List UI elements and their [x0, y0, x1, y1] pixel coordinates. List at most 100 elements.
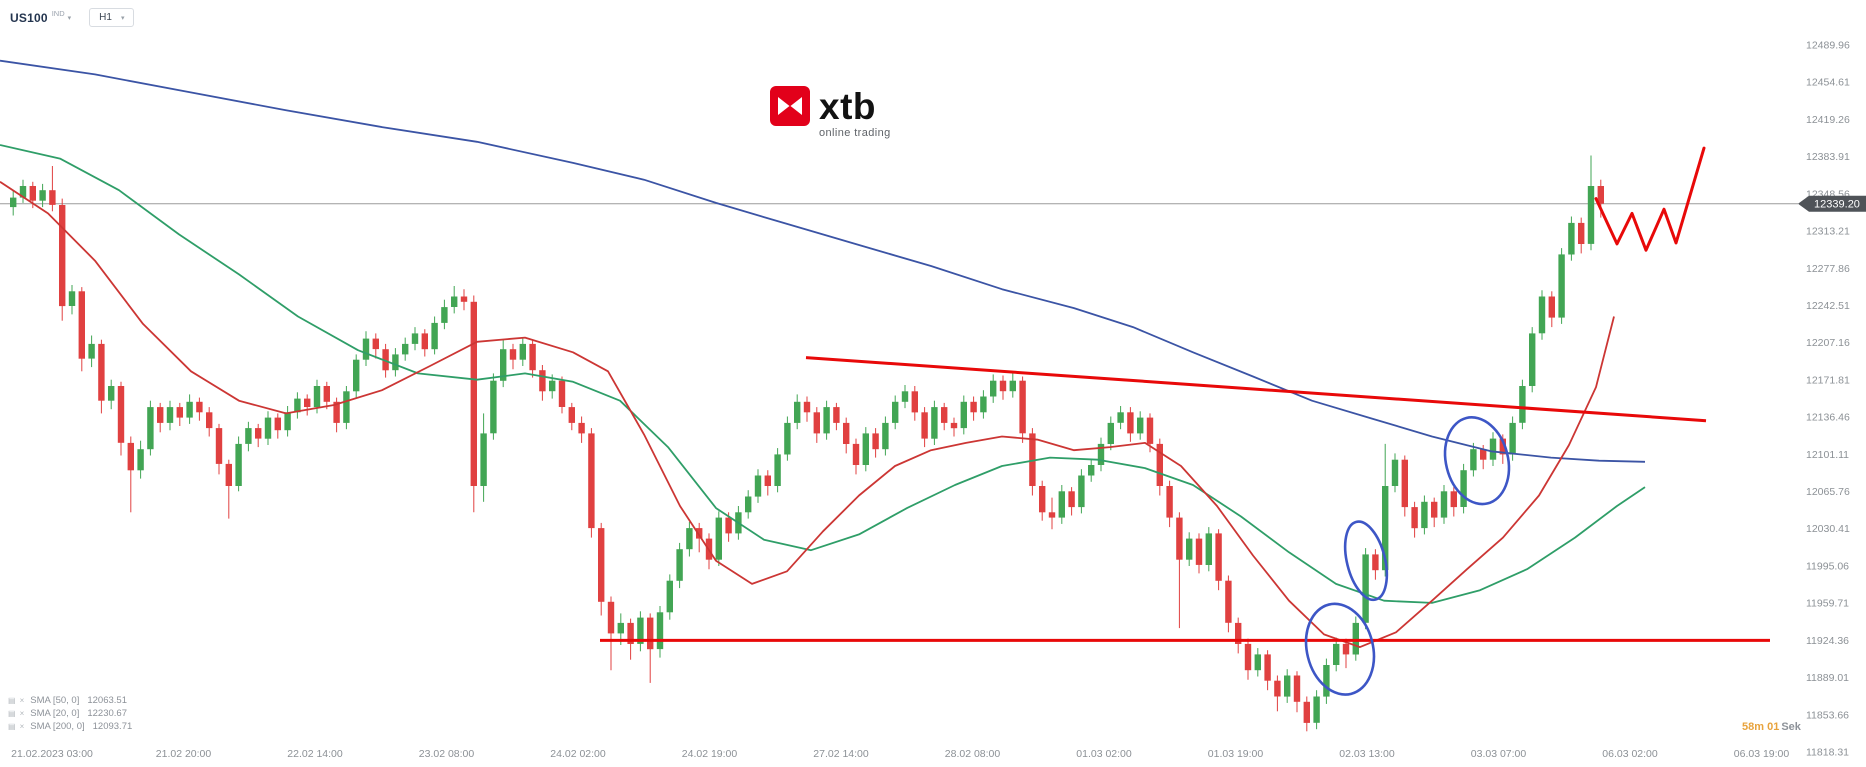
candle-body: [441, 307, 448, 323]
price-axis-label: 12489.96: [1806, 40, 1850, 52]
candle-body: [617, 622, 624, 634]
candle-body: [1205, 533, 1212, 565]
candle-body: [529, 343, 536, 371]
candle-body: [108, 386, 115, 401]
candle-body: [490, 380, 497, 434]
candle-body: [1352, 622, 1359, 655]
indicator-panel-icon[interactable]: ▤: [8, 695, 16, 705]
time-axis-label: 06.03 02:00: [1602, 748, 1658, 760]
timeframe-caret-icon: ▾: [120, 14, 125, 22]
time-axis-label: 24.02 02:00: [550, 748, 606, 760]
candle-body: [862, 433, 869, 465]
indicator-legend-row: ▤ × SMA [200, 0] 12093.71: [8, 720, 132, 733]
candle-body: [509, 349, 517, 360]
price-axis-label: 11853.66: [1806, 709, 1849, 721]
candle-body: [68, 291, 76, 306]
candle-body: [1254, 654, 1261, 671]
candle-body: [1293, 675, 1301, 702]
candle-body: [901, 391, 909, 402]
price-axis: 12489.9612454.6112419.2612383.9112348.56…: [1806, 40, 1850, 759]
candle-body: [362, 338, 370, 360]
highlight-ellipse-1[interactable]: [1297, 597, 1383, 702]
candle-body: [1195, 538, 1203, 565]
sma-50-line[interactable]: [0, 144, 1646, 604]
time-axis-label: 22.02 14:00: [287, 748, 343, 760]
time-axis-label: 21.02 20:00: [156, 748, 212, 760]
candle-body: [1489, 438, 1497, 460]
candle-body: [1450, 491, 1457, 508]
candle-body: [980, 396, 987, 413]
candle-body: [1333, 643, 1340, 665]
candle-body: [245, 428, 252, 444]
candle-body: [1362, 554, 1369, 623]
candle-body: [206, 412, 213, 429]
candle-body: [1342, 643, 1350, 655]
candle-body: [990, 380, 997, 397]
candle-body: [470, 301, 477, 486]
indicator-close-icon[interactable]: ×: [19, 695, 25, 705]
candle-body: [1391, 459, 1399, 486]
price-axis-label: 12313.21: [1806, 226, 1850, 238]
candle-body: [1156, 443, 1163, 486]
indicator-panel-icon[interactable]: ▤: [8, 721, 16, 731]
candle-body: [166, 407, 174, 423]
symbol-label[interactable]: US100: [10, 10, 48, 25]
time-axis-label: 21.02.2023 03:00: [11, 748, 93, 760]
candle-body: [637, 617, 644, 644]
indicator-legend-row: ▤ × SMA [20, 0] 12230.67: [8, 707, 132, 720]
candle-body: [1107, 422, 1114, 444]
candle-body: [598, 528, 605, 602]
candle-body: [294, 398, 301, 413]
symbol-caret-icon[interactable]: ▾: [67, 14, 72, 22]
candle-body: [931, 407, 938, 439]
candle-body: [578, 422, 585, 434]
price-projection-zigzag[interactable]: [1594, 146, 1706, 252]
indicator-close-icon[interactable]: ×: [19, 721, 25, 731]
candle-body: [1421, 501, 1428, 529]
candle-body: [274, 417, 281, 431]
indicator-panel-icon[interactable]: ▤: [8, 708, 16, 718]
candle-body: [1519, 386, 1526, 423]
candle-body: [823, 407, 830, 434]
candle-body: [784, 422, 791, 455]
candle-body: [1529, 333, 1536, 386]
candle-body: [970, 401, 977, 413]
indicator-close-icon[interactable]: ×: [19, 708, 25, 718]
candle-body: [431, 322, 438, 350]
candle-body: [627, 622, 634, 644]
candle-body: [372, 338, 379, 350]
timer-value: 58m 01: [1742, 721, 1780, 733]
drawing-annotations[interactable]: [600, 146, 1770, 702]
price-axis-label: 11995.06: [1806, 560, 1849, 572]
candle-body: [1470, 449, 1477, 471]
candle-body: [686, 528, 693, 550]
timer-unit: Sek: [1781, 721, 1801, 733]
candle-body: [1097, 443, 1105, 465]
candle-body: [1009, 380, 1016, 392]
candle-body: [764, 475, 771, 486]
candle-body: [843, 422, 850, 444]
candle-body: [127, 442, 134, 471]
xtb-watermark: xtb online trading: [770, 86, 891, 139]
sma-20-line[interactable]: [0, 181, 1615, 648]
candle-body: [1313, 696, 1320, 723]
xtb-logo-icon: [770, 86, 810, 126]
candle-body: [1176, 517, 1183, 560]
candle-body: [235, 443, 242, 486]
candle-body: [264, 417, 272, 439]
candle-body: [10, 197, 17, 208]
candle-body: [1048, 512, 1056, 518]
candle-body: [1411, 507, 1418, 529]
timeframe-select[interactable]: H1 ▾: [89, 8, 135, 27]
candle-body: [813, 412, 820, 434]
indicator-value: 12093.71: [92, 721, 133, 732]
highlight-ellipse-2[interactable]: [1338, 517, 1394, 604]
candle-body: [882, 422, 889, 450]
candle-body: [774, 454, 781, 486]
descending-trendline[interactable]: [805, 356, 1707, 423]
highlight-ellipse-3[interactable]: [1436, 411, 1517, 511]
candle-body: [1146, 417, 1154, 444]
sma-200-line[interactable]: [0, 59, 1646, 463]
